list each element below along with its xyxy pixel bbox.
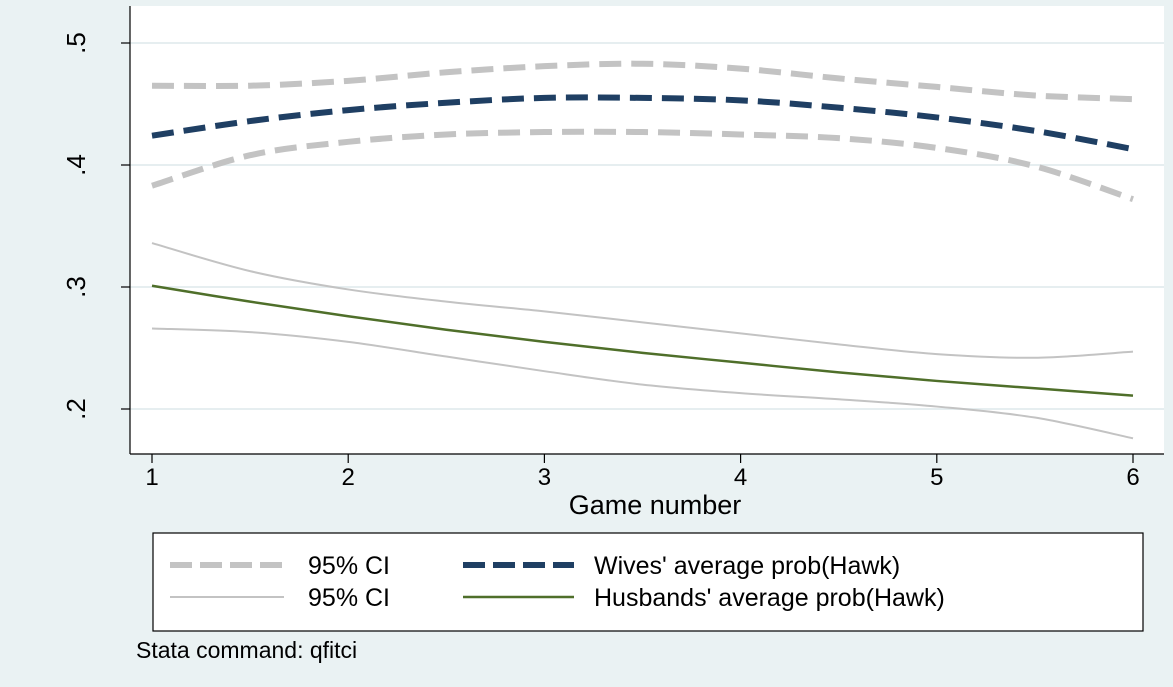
y-tick-label: .2 xyxy=(61,398,91,420)
legend-label: 95% CI xyxy=(308,584,390,612)
x-tick-label: 5 xyxy=(930,464,943,491)
axes xyxy=(129,6,1164,455)
y-tick-label: .3 xyxy=(61,276,91,298)
series-line-husbands-ci-lower xyxy=(151,327,1134,440)
legend: 95% CI Wives' average prob(Hawk) 95% CI Hus… xyxy=(170,552,945,612)
chart-note: Stata command: qfitci xyxy=(136,637,357,663)
series-line-wives-fit xyxy=(151,94,1134,153)
x-axis-ticks: 1 2 3 4 5 6 xyxy=(145,454,1140,491)
x-tick-label: 3 xyxy=(538,464,551,491)
x-axis-label: Game number xyxy=(569,490,742,520)
series-line-husbands-fit xyxy=(151,284,1134,397)
legend-box xyxy=(152,532,1144,632)
plot-region xyxy=(130,6,1164,454)
series-lines xyxy=(151,60,1134,440)
y-tick-label: .4 xyxy=(61,154,91,176)
x-tick-label: 4 xyxy=(734,464,747,491)
y-axis-ticks: .2 .3 .4 .5 xyxy=(61,32,130,420)
x-tick-label: 6 xyxy=(1126,464,1139,491)
x-tick-label: 1 xyxy=(145,464,158,491)
legend-label: Husbands' average prob(Hawk) xyxy=(594,584,945,612)
x-tick-label: 2 xyxy=(342,464,355,491)
series-line-wives-ci-upper xyxy=(151,60,1134,103)
series-line-wives-ci-lower xyxy=(151,128,1134,203)
series-line-husbands-ci-upper xyxy=(151,242,1134,359)
y-tick-label: .5 xyxy=(61,32,91,54)
legend-label: Wives' average prob(Hawk) xyxy=(594,552,900,580)
grid-lines xyxy=(130,42,1164,410)
legend-label: 95% CI xyxy=(308,552,390,580)
